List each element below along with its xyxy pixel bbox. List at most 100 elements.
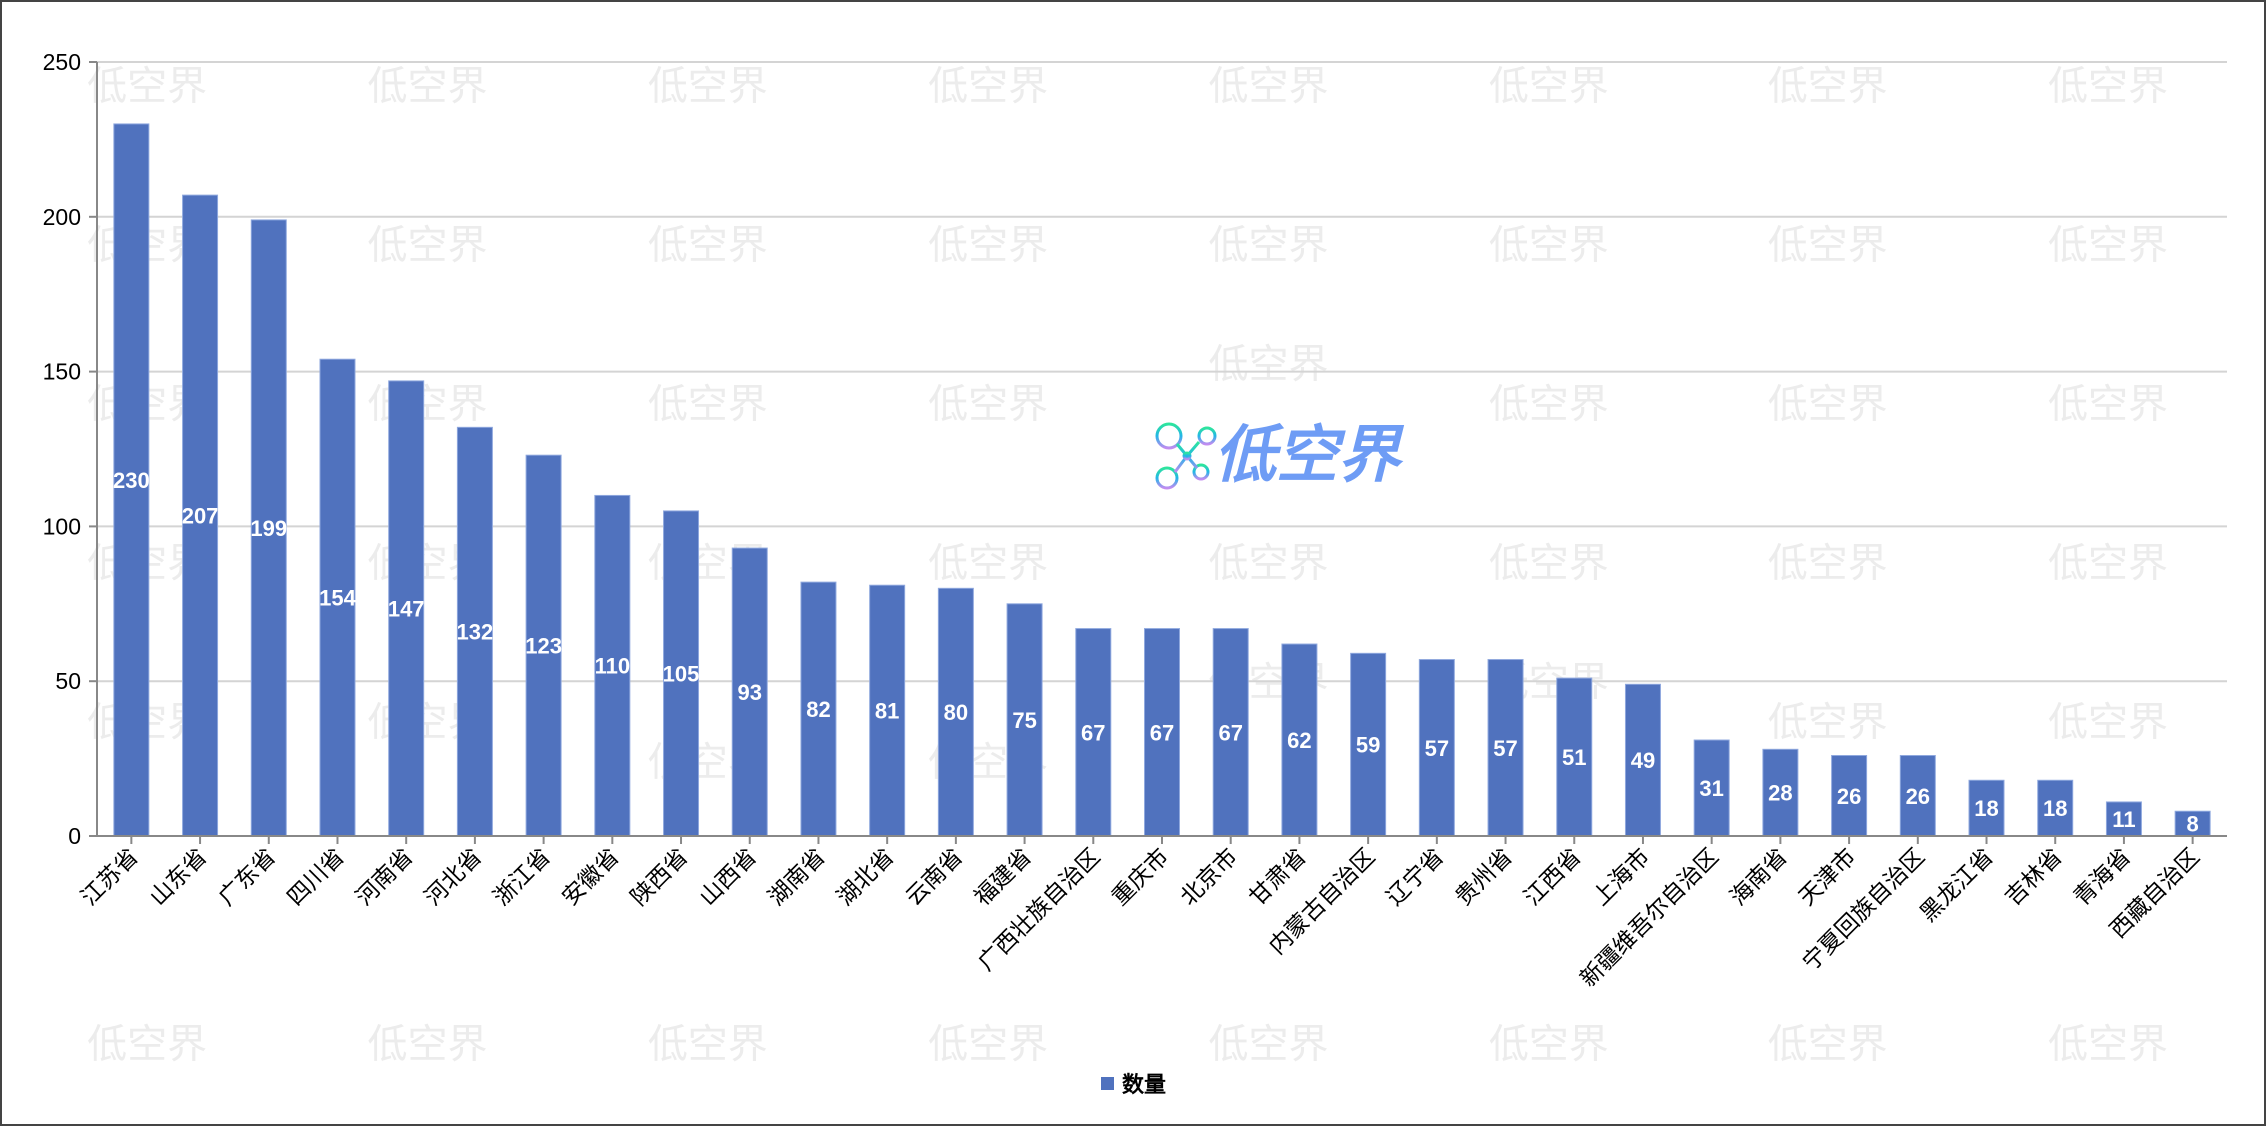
bar [2037, 779, 2074, 837]
bar [1899, 755, 1936, 837]
x-tick-label: 山东省 [144, 843, 211, 910]
watermark-text: 低空界 [2048, 381, 2168, 427]
bar [250, 219, 287, 837]
x-tick-label: 上海市 [1587, 843, 1654, 910]
watermark-text: 低空界 [1208, 341, 1328, 387]
x-tick-label: 辽宁省 [1381, 843, 1448, 910]
data-label: 81 [875, 699, 899, 724]
x-tick-label: 重庆市 [1106, 843, 1173, 910]
watermark-text: 低空界 [87, 1022, 207, 1068]
data-label: 26 [1906, 784, 1930, 809]
x-tick-label: 江苏省 [76, 843, 143, 910]
x-tick-label: 四川省 [282, 843, 349, 910]
x-tick-label: 吉林省 [2000, 843, 2067, 910]
watermark-text: 低空界 [648, 1022, 768, 1068]
watermark-text: 低空界 [2048, 540, 2168, 586]
data-label: 62 [1287, 728, 1311, 753]
watermark-text: 低空界 [367, 1022, 487, 1068]
legend-label[interactable]: 数量 [1122, 1072, 1166, 1097]
watermark-text: 低空界 [2048, 63, 2168, 109]
data-label: 93 [737, 680, 761, 705]
watermark-text: 低空界 [1489, 222, 1609, 268]
x-tick-label: 天津市 [1793, 843, 1860, 910]
data-label: 230 [113, 468, 150, 493]
watermark-text: 低空界 [1489, 1022, 1609, 1068]
watermark-text: 低空界 [648, 381, 768, 427]
data-label: 67 [1081, 720, 1105, 745]
bar [388, 380, 425, 837]
bar [319, 358, 356, 837]
x-tick-label: 陕西省 [625, 843, 692, 910]
x-tick-label: 湖北省 [832, 843, 899, 910]
x-tick-label: 广东省 [213, 843, 280, 910]
x-tick-label: 江西省 [1519, 843, 1586, 910]
bar [1144, 628, 1180, 837]
bar [1212, 628, 1249, 837]
data-label: 147 [388, 596, 425, 621]
data-label: 28 [1768, 781, 1792, 806]
data-label: 110 [595, 654, 631, 679]
x-tick-label: 贵州省 [1450, 843, 1517, 910]
x-tick-label: 安徽省 [557, 843, 624, 910]
bar [800, 581, 837, 837]
data-label: 31 [1699, 776, 1723, 801]
bar [1075, 628, 1112, 837]
bar [1487, 659, 1524, 837]
data-label: 59 [1356, 733, 1380, 758]
watermark-text: 低空界 [648, 63, 768, 109]
data-label: 11 [2112, 807, 2135, 832]
watermark-text: 低空界 [1489, 540, 1609, 586]
data-label: 207 [182, 504, 219, 529]
watermark-text: 低空界 [1768, 222, 1888, 268]
bar [1006, 603, 1043, 837]
watermark-text: 低空界 [367, 63, 487, 109]
x-tick-label: 山西省 [694, 843, 761, 910]
bar [594, 494, 631, 837]
watermark-text: 低空界 [1208, 1022, 1328, 1068]
y-tick-label: 50 [55, 668, 81, 694]
axes: 0 50 100 150 200 250 江苏省 山东省 广东省 四川省 河南省 河北省 浙江省 安徽省陕… [43, 49, 2227, 992]
x-tick-label: 黑龙江省 [1915, 843, 1998, 926]
data-label: 199 [250, 516, 287, 541]
bar [731, 547, 768, 837]
watermark-text: 低空界 [928, 222, 1048, 268]
bar [1968, 779, 2005, 837]
data-label: 80 [944, 700, 968, 725]
y-tick-label: 250 [43, 49, 81, 75]
data-label: 82 [806, 697, 830, 722]
x-tick-label: 宁夏回族自治区 [1797, 843, 1929, 975]
watermark-text: 低空界 [1489, 381, 1609, 427]
data-label: 67 [1150, 720, 1174, 745]
x-tick-label: 河北省 [419, 843, 486, 910]
data-label: 154 [319, 586, 356, 611]
bar [663, 510, 700, 837]
y-tick-label: 200 [43, 204, 81, 230]
watermark-text: 低空界 [928, 540, 1048, 586]
data-label: 49 [1631, 748, 1655, 773]
watermark-text: 低空界 [1489, 63, 1609, 109]
watermark-text: 低空界 [2048, 1022, 2168, 1068]
x-tick-label: 湖南省 [763, 843, 830, 910]
bars: 230 207 199 154 147 132 123 110 105 93 82 81 80 75 67 6… [113, 123, 2211, 837]
data-label: 8 [2187, 812, 2199, 837]
x-tick-label: 浙江省 [488, 843, 555, 910]
x-tick-label: 甘肃省 [1244, 843, 1311, 910]
data-label: 26 [1837, 784, 1861, 809]
logo-text: 低空界 [1214, 421, 1405, 490]
data-label: 105 [663, 661, 700, 686]
watermark-text: 低空界 [928, 1022, 1048, 1068]
watermark-text: 低空界 [2048, 699, 2168, 745]
watermark-text: 低空界 [1768, 1022, 1888, 1068]
bar [1281, 643, 1318, 837]
bar [1350, 652, 1387, 837]
data-label: 123 [525, 634, 562, 659]
x-tick-label: 青海省 [2068, 843, 2135, 910]
data-label: 57 [1425, 736, 1449, 761]
legend-swatch [1101, 1077, 1114, 1090]
bar [1762, 748, 1799, 837]
bar [525, 454, 562, 837]
x-tick-label: 北京市 [1175, 843, 1242, 910]
y-tick-label: 100 [43, 513, 81, 539]
x-tick-label: 河南省 [351, 843, 418, 910]
